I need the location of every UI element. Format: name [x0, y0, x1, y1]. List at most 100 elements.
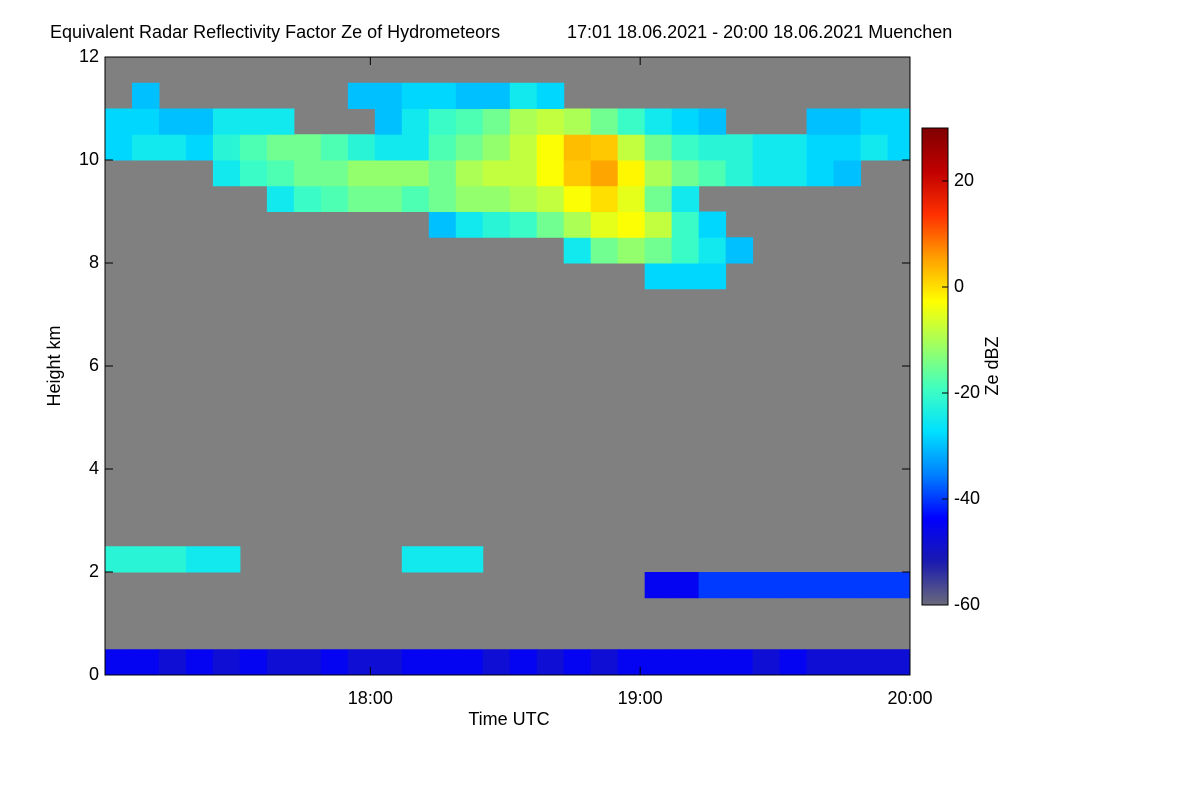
heatmap-cell: [401, 108, 430, 135]
heatmap-cell: [266, 160, 295, 187]
heatmap-cell: [644, 185, 673, 212]
heatmap-cell: [158, 649, 187, 676]
heatmap-cell: [239, 108, 268, 135]
heatmap-cell: [779, 160, 808, 187]
heatmap-cell: [239, 160, 268, 187]
heatmap-cell: [725, 237, 754, 264]
heatmap-cell: [671, 108, 700, 135]
heatmap-cell: [293, 134, 322, 161]
heatmap-cell: [563, 649, 592, 676]
heatmap-cell: [374, 82, 403, 109]
heatmap-cell: [212, 649, 241, 676]
heatmap-cell: [644, 263, 673, 290]
y-tick-label: 2: [89, 561, 99, 581]
heatmap-cell: [509, 134, 538, 161]
heatmap-cell: [455, 108, 484, 135]
y-tick-label: 10: [79, 149, 99, 169]
heatmap-cell: [806, 108, 835, 135]
heatmap-cell: [482, 649, 511, 676]
heatmap-cell: [131, 134, 160, 161]
heatmap-cell: [212, 108, 241, 135]
heatmap-cell: [239, 649, 268, 676]
heatmap-cell: [509, 211, 538, 238]
heatmap-cell: [158, 108, 187, 135]
heatmap-cell: [563, 185, 592, 212]
heatmap-cell: [833, 108, 862, 135]
y-tick-label: 6: [89, 355, 99, 375]
heatmap-cell: [401, 649, 430, 676]
heatmap-cell: [455, 160, 484, 187]
heatmap-cell: [644, 649, 673, 676]
heatmap-cell: [428, 108, 457, 135]
heatmap-cell: [644, 211, 673, 238]
heatmap-cell: [293, 649, 322, 676]
heatmap-cell: [320, 185, 349, 212]
heatmap-cell: [347, 185, 376, 212]
x-tick-label: 19:00: [618, 688, 663, 708]
heatmap-cell: [671, 263, 700, 290]
heatmap-cell: [752, 649, 781, 676]
heatmap-cell: [455, 185, 484, 212]
heatmap-cell: [698, 572, 727, 599]
heatmap-cell: [266, 108, 295, 135]
heatmap-cell: [536, 185, 565, 212]
heatmap-cell: [158, 134, 187, 161]
heatmap-cell: [698, 237, 727, 264]
heatmap-cell: [293, 160, 322, 187]
heatmap-cell: [590, 185, 619, 212]
heatmap-cell: [320, 160, 349, 187]
heatmap-cell: [509, 82, 538, 109]
heatmap-cell: [887, 572, 911, 599]
heatmap-cell: [806, 572, 835, 599]
heatmap-cell: [509, 185, 538, 212]
heatmap-cell: [536, 134, 565, 161]
colorbar-tick-label: -60: [954, 594, 980, 614]
heatmap-cell: [212, 160, 241, 187]
colorbar-label: Ze dBZ: [982, 336, 1002, 395]
heatmap-cell: [428, 211, 457, 238]
heatmap-cell: [455, 211, 484, 238]
heatmap-cell: [887, 134, 911, 161]
heatmap-cell: [671, 211, 700, 238]
heatmap-cell: [428, 649, 457, 676]
heatmap-cell: [698, 263, 727, 290]
heatmap-cell: [185, 134, 214, 161]
heatmap-cell: [563, 237, 592, 264]
heatmap-cell: [590, 649, 619, 676]
heatmap-cell: [671, 134, 700, 161]
heatmap-cell: [239, 134, 268, 161]
heatmap-cell: [347, 82, 376, 109]
x-tick-label: 18:00: [348, 688, 393, 708]
colorbar-tick-label: 0: [954, 276, 964, 296]
heatmap-cell: [158, 546, 187, 573]
heatmap-cell: [374, 134, 403, 161]
heatmap-cell: [266, 649, 295, 676]
heatmap-cell: [347, 134, 376, 161]
heatmap-cell: [617, 108, 646, 135]
heatmap-cell: [266, 185, 295, 212]
heatmap-cell: [860, 572, 889, 599]
heatmap-cell: [536, 82, 565, 109]
heatmap-cell: [212, 134, 241, 161]
heatmap-cell: [185, 649, 214, 676]
heatmap-cell: [644, 160, 673, 187]
heatmap-cell: [671, 160, 700, 187]
heatmap-cell: [428, 546, 457, 573]
heatmap-cell: [482, 82, 511, 109]
heatmap-cell: [428, 185, 457, 212]
heatmap-cell: [590, 160, 619, 187]
heatmap-cell: [509, 649, 538, 676]
heatmap-cell: [617, 185, 646, 212]
heatmap-cell: [779, 649, 808, 676]
y-tick-label: 12: [79, 46, 99, 66]
y-axis-label: Height km: [44, 325, 64, 406]
heatmap-cell: [563, 108, 592, 135]
heatmap-cell: [105, 134, 133, 161]
heatmap-cell: [563, 134, 592, 161]
heatmap-cell: [105, 649, 133, 676]
heatmap-cell: [833, 134, 862, 161]
heatmap-cell: [347, 649, 376, 676]
heatmap-cell: [185, 546, 214, 573]
heatmap-cell: [725, 572, 754, 599]
